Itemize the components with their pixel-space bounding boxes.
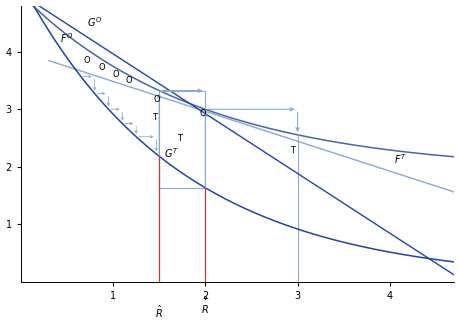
Text: $G^O$: $G^O$	[87, 16, 102, 29]
Text: T: T	[290, 146, 295, 155]
Text: O: O	[199, 109, 206, 118]
Text: T: T	[152, 113, 157, 122]
Text: $R$: $R$	[201, 303, 209, 315]
Text: $F^T$: $F^T$	[394, 152, 407, 166]
Text: $F^O$: $F^O$	[60, 31, 73, 45]
Text: O: O	[84, 56, 90, 65]
Text: $\hat{R}$: $\hat{R}$	[155, 303, 163, 319]
Text: T: T	[177, 134, 182, 143]
Text: $G^T$: $G^T$	[163, 146, 179, 160]
Bar	[159, 90, 205, 188]
Text: $\vee$: $\vee$	[202, 293, 208, 302]
Text: O: O	[99, 63, 105, 72]
Text: O: O	[153, 95, 159, 104]
Text: O: O	[112, 70, 119, 79]
Text: O: O	[125, 76, 132, 85]
